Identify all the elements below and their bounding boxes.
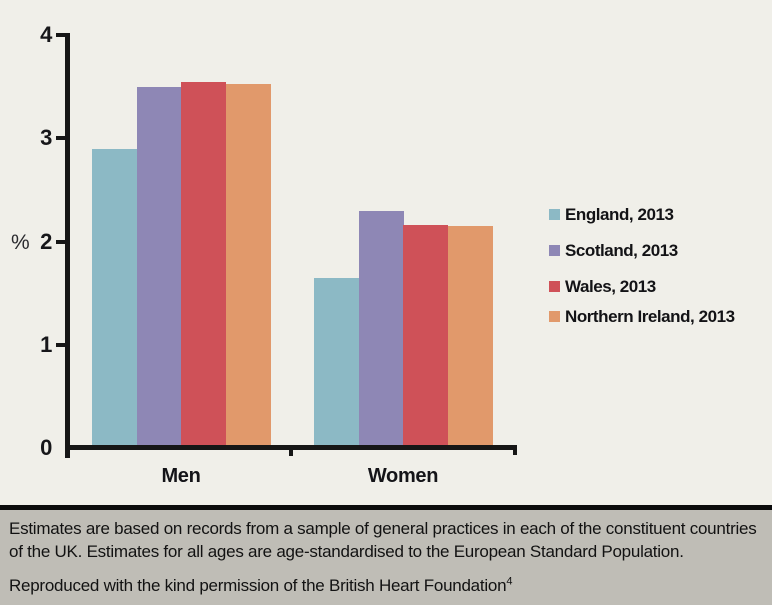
bar-men-scotland <box>136 86 182 445</box>
footer-credit: Reproduced with the kind permission of t… <box>9 574 764 597</box>
x-axis-end-tick <box>513 449 517 455</box>
x-category-label-men: Men <box>161 465 201 487</box>
legend-label: England, 2013 <box>565 205 674 224</box>
legend-item-northern-ireland: Northern Ireland, 2013 <box>549 307 735 326</box>
bar-men-northern-ireland <box>225 83 271 445</box>
bar-women-scotland <box>358 210 404 445</box>
legend-item-england: England, 2013 <box>549 205 674 224</box>
legend-item-wales: Wales, 2013 <box>549 277 656 296</box>
legend-swatch-icon <box>549 311 560 322</box>
footer-note: Estimates are based on records from a sa… <box>9 517 764 563</box>
y-tick-label-0: 0 <box>40 435 52 460</box>
legend-item-scotland: Scotland, 2013 <box>549 241 678 260</box>
legend-label: Northern Ireland, 2013 <box>565 307 735 326</box>
footer-credit-text: Reproduced with the kind permission of t… <box>9 576 507 595</box>
bar-women-england <box>314 277 359 445</box>
footer-caption-band: Estimates are based on records from a sa… <box>0 510 772 605</box>
footer-divider-rule <box>0 505 772 510</box>
y-tick-3 <box>56 136 65 141</box>
footer-note-line1: Estimates are based on records from a sa… <box>9 519 757 538</box>
legend-swatch-icon <box>549 281 560 292</box>
footer-credit-superscript: 4 <box>506 575 513 588</box>
x-axis-line <box>65 445 517 450</box>
legend-label: Scotland, 2013 <box>565 241 678 260</box>
bar-men-wales <box>181 81 226 445</box>
y-axis-unit-label: % <box>11 231 30 254</box>
bar-men-england <box>92 148 137 445</box>
y-tick-4 <box>56 33 65 38</box>
legend-swatch-icon <box>549 245 560 256</box>
bar-women-northern-ireland <box>447 226 493 445</box>
legend-swatch-icon <box>549 209 560 220</box>
y-tick-label-4: 4 <box>40 22 52 48</box>
x-axis-mid-tick <box>289 449 293 456</box>
y-tick-label-2: 2 <box>40 228 52 254</box>
y-tick-1 <box>56 342 65 347</box>
y-axis-line <box>65 33 70 458</box>
footer-note-line2: of the UK. Estimates for all ages are ag… <box>9 542 684 561</box>
y-tick-2 <box>56 239 65 244</box>
y-tick-label-3: 3 <box>40 125 52 151</box>
bar-women-wales <box>403 225 448 445</box>
grouped-bar-chart: % 0 1 2 3 4 Men Women England, 2013 Scotland, 20… <box>11 22 735 487</box>
legend-label: Wales, 2013 <box>565 277 656 296</box>
y-tick-label-1: 1 <box>40 331 52 357</box>
x-category-label-women: Women <box>367 465 439 487</box>
